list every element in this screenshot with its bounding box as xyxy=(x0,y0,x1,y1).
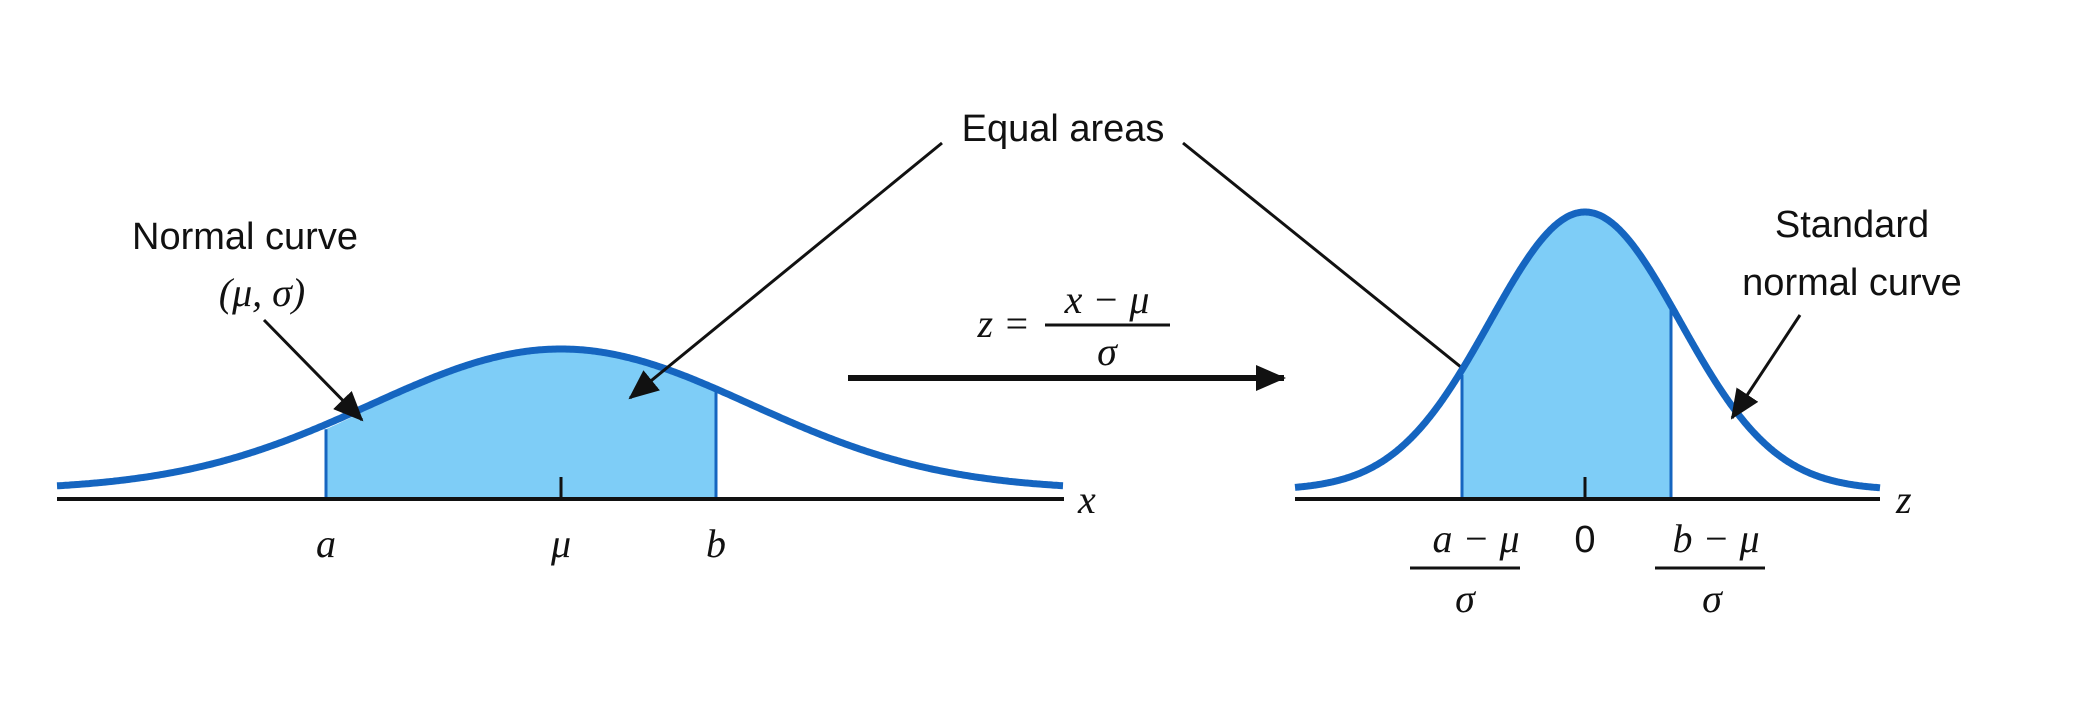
equal-areas-arrow-left xyxy=(628,141,943,400)
x-axis-label: x xyxy=(1077,477,1096,522)
left-normal-panel: x a μ b Normal curve (μ, σ) xyxy=(55,216,1096,566)
transform-numerator: x − μ xyxy=(1064,277,1150,322)
tick-label-a-std-numerator: a − μ xyxy=(1432,516,1519,561)
tick-label-mu: μ xyxy=(550,521,571,566)
equal-areas-callout: Equal areas xyxy=(628,108,1510,407)
standard-normal-pointer-arrow xyxy=(1730,314,1802,420)
tick-label-b-std-denominator: σ xyxy=(1702,576,1723,621)
right-standard-normal-panel: z 0 a − μ σ b − μ σ Standard normal curv… xyxy=(1292,204,1962,621)
standard-normal-label-line2: normal curve xyxy=(1742,262,1962,304)
left-shaded-area xyxy=(326,349,716,499)
normal-curve-params: (μ, σ) xyxy=(219,270,305,315)
z-axis-label: z xyxy=(1895,477,1912,522)
standard-normal-curve xyxy=(1292,208,1883,492)
equal-areas-arrow-right xyxy=(1182,141,1510,407)
transform-denominator: σ xyxy=(1097,329,1118,374)
tick-label-b-std-numerator: b − μ xyxy=(1672,516,1759,561)
normal-curve xyxy=(55,345,1065,490)
tick-label-a: a xyxy=(316,521,336,566)
transform-lhs: z = xyxy=(976,301,1030,346)
standard-normal-label-line1: Standard xyxy=(1775,204,1929,246)
tick-label-b: b xyxy=(706,521,726,566)
normal-curve-label: Normal curve xyxy=(132,216,358,258)
standardization-transform: z = x − μ σ xyxy=(848,277,1286,391)
equal-areas-label: Equal areas xyxy=(962,108,1165,150)
tick-label-a-std-denominator: σ xyxy=(1455,576,1476,621)
tick-label-zero: 0 xyxy=(1574,519,1595,561)
normal-curve-pointer-arrow xyxy=(262,318,364,422)
